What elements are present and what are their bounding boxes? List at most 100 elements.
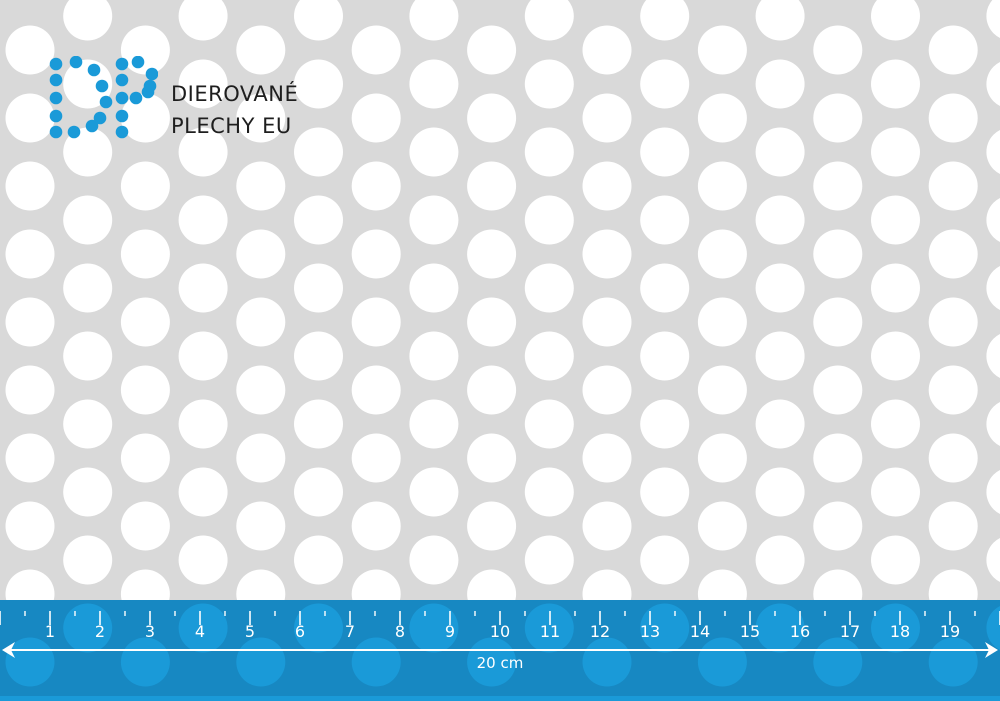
hole: [120, 365, 170, 415]
logo-dot: [49, 57, 63, 71]
ruler-hole: [871, 603, 920, 653]
hole: [63, 0, 113, 41]
ruler-number: 2: [94, 622, 106, 641]
hole: [524, 399, 574, 449]
hole: [236, 297, 286, 347]
hole: [755, 467, 805, 517]
hole: [524, 263, 574, 313]
hole: [697, 25, 747, 75]
logo-dot: [49, 125, 63, 139]
logo-dot: [67, 125, 81, 139]
hole: [871, 263, 920, 313]
hole: [63, 399, 113, 449]
hole: [409, 331, 459, 381]
hole: [928, 93, 978, 143]
ruler-graphic: [0, 600, 1000, 701]
hole: [178, 263, 228, 313]
ruler-hole: [928, 637, 978, 687]
hole: [178, 331, 228, 381]
hole: [640, 399, 690, 449]
logo-dot: [87, 63, 101, 77]
hole: [986, 0, 1000, 38]
hole: [928, 365, 978, 415]
hole: [986, 470, 1000, 514]
ruler-hole: [178, 603, 228, 653]
ruler-number: 15: [739, 622, 761, 641]
hole: [524, 467, 574, 517]
logo-dot: [49, 73, 63, 87]
logo-dot: [115, 57, 129, 71]
hole: [871, 331, 920, 381]
hole: [236, 433, 286, 483]
hole: [582, 161, 632, 211]
hole: [467, 93, 517, 143]
hole: [640, 127, 690, 177]
ruler-number: 12: [589, 622, 611, 641]
ruler-hole: [697, 637, 747, 687]
hole: [582, 433, 632, 483]
hole: [120, 161, 170, 211]
hole: [640, 467, 690, 517]
logo-dp-mark: [49, 56, 158, 139]
ruler-number: 10: [489, 622, 511, 641]
hole: [986, 198, 1000, 242]
logo-dot: [115, 91, 129, 105]
ruler-number: 4: [194, 622, 206, 641]
hole: [697, 229, 747, 279]
hole: [63, 535, 113, 585]
hole: [986, 130, 1000, 174]
hole: [5, 93, 55, 143]
hole: [467, 161, 517, 211]
logo-dot: [115, 125, 129, 139]
hole: [120, 93, 170, 143]
hole: [63, 467, 113, 517]
hole: [928, 433, 978, 483]
ruler-number: 13: [639, 622, 661, 641]
ruler-number: 3: [144, 622, 156, 641]
hole: [813, 433, 863, 483]
hole: [813, 365, 863, 415]
ruler-hole: [351, 637, 401, 687]
hole: [409, 399, 459, 449]
hole: [467, 433, 517, 483]
ruler-hole: [236, 637, 286, 687]
hole: [294, 0, 343, 41]
hole: [697, 297, 747, 347]
hole: [986, 266, 1000, 310]
hole: [409, 195, 459, 245]
ruler-number: 19: [939, 622, 961, 641]
ruler-hole: [755, 603, 805, 653]
ruler-length-label: 20 cm: [476, 654, 524, 672]
ruler-number: 7: [344, 622, 356, 641]
logo-dot: [99, 95, 113, 109]
hole: [294, 399, 343, 449]
hole: [351, 25, 401, 75]
ruler-number: 11: [539, 622, 561, 641]
ruler-hole: [813, 637, 863, 687]
hole: [5, 161, 55, 211]
ruler: 1 2 3 4 5 6 7 8 9 10 11 12 13 14 15 16 17 18 19 20 cm: [0, 600, 1000, 701]
hole: [178, 467, 228, 517]
hole: [294, 263, 343, 313]
arrow-left-icon: [2, 642, 15, 658]
hole: [294, 59, 343, 109]
hole: [351, 93, 401, 143]
hole: [409, 0, 459, 41]
hole: [351, 433, 401, 483]
hole: [236, 229, 286, 279]
hole: [467, 25, 517, 75]
logo-dot: [69, 56, 83, 69]
hole: [409, 467, 459, 517]
hole: [178, 399, 228, 449]
hole: [63, 195, 113, 245]
hole: [582, 501, 632, 551]
ruler-number: 18: [889, 622, 911, 641]
logo-text-line1: DIEROVANÉ: [171, 82, 299, 106]
hole: [409, 127, 459, 177]
logo-dot: [93, 111, 107, 125]
hole: [755, 263, 805, 313]
hole: [351, 365, 401, 415]
hole: [63, 127, 113, 177]
logo-dot: [85, 119, 99, 133]
logo-dot: [95, 79, 109, 93]
